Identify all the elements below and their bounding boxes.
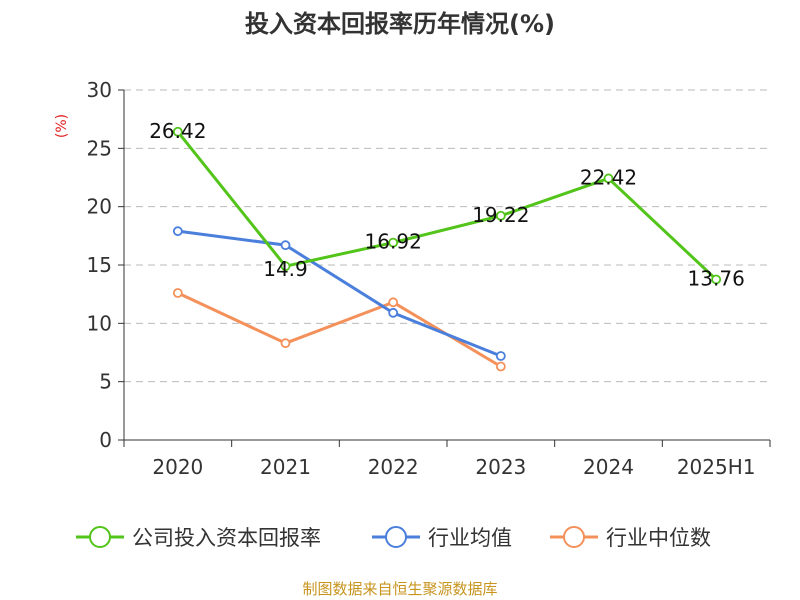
series-line-0 xyxy=(176,130,718,281)
data-point[interactable] xyxy=(172,126,183,137)
y-axis-label: (%) xyxy=(54,114,70,138)
source-note: 制图数据来自恒生聚源数据库 xyxy=(302,580,497,598)
x-tick-label: 2021 xyxy=(260,455,311,479)
series-layer xyxy=(172,126,722,372)
data-point[interactable] xyxy=(495,361,506,372)
data-point[interactable] xyxy=(388,237,399,248)
data-point[interactable] xyxy=(495,210,506,221)
y-tick-label: 10 xyxy=(87,311,112,335)
series-line-2 xyxy=(177,291,502,368)
data-point[interactable] xyxy=(280,240,291,251)
y-tick-label: 25 xyxy=(87,136,112,160)
data-label: 13.76 xyxy=(688,266,745,290)
legend-item-2[interactable]: 行业中位数 xyxy=(550,526,711,550)
data-labels: 26.42 14.9 16.92 19.22 22.42 13.76 xyxy=(149,119,745,291)
data-point[interactable] xyxy=(388,297,399,308)
data-point[interactable] xyxy=(280,338,291,349)
data-point[interactable] xyxy=(711,274,722,285)
chart-title: 投入资本回报率历年情况(%) xyxy=(245,10,555,38)
series-2 xyxy=(172,288,506,372)
legend-label: 行业中位数 xyxy=(606,526,711,550)
data-point[interactable] xyxy=(280,261,291,272)
data-label: 16.92 xyxy=(365,230,422,254)
data-label: 19.22 xyxy=(472,203,529,227)
legend-marker xyxy=(89,526,111,548)
series-0 xyxy=(172,126,722,285)
x-tick-label: 2022 xyxy=(368,455,419,479)
y-tick-label: 0 xyxy=(99,428,112,452)
legend-label: 行业均值 xyxy=(428,526,512,550)
x-tick-label: 2023 xyxy=(475,455,526,479)
legend[interactable]: 公司投入资本回报率 行业均值 行业中位数 xyxy=(76,526,711,550)
series-line-1 xyxy=(177,229,502,358)
data-point[interactable] xyxy=(172,288,183,298)
x-tick-label: 2020 xyxy=(152,455,203,479)
data-label: 26.42 xyxy=(149,119,206,143)
data-label: 22.42 xyxy=(580,165,637,189)
data-label: 14.9 xyxy=(263,257,308,281)
legend-item-0[interactable]: 公司投入资本回报率 xyxy=(76,526,321,550)
legend-marker xyxy=(563,526,585,548)
x-tick-label: 2024 xyxy=(583,455,634,479)
data-point[interactable] xyxy=(388,307,399,318)
data-point[interactable] xyxy=(172,226,183,237)
y-tick-label: 5 xyxy=(99,370,112,394)
legend-marker xyxy=(385,526,407,548)
legend-item-1[interactable]: 行业均值 xyxy=(372,526,512,550)
y-tick-label: 15 xyxy=(87,253,112,277)
data-point[interactable] xyxy=(495,351,506,361)
y-tick-label: 30 xyxy=(87,78,112,102)
series-1 xyxy=(172,226,506,361)
axes: 0 5 10 15 20 25 30 2020 2021 2022 2023 2024 2025H1 xyxy=(87,78,771,479)
y-tick-label: 20 xyxy=(87,195,112,219)
data-point[interactable] xyxy=(603,173,614,184)
legend-label: 公司投入资本回报率 xyxy=(132,526,321,550)
x-tick-label: 2025H1 xyxy=(677,455,756,479)
